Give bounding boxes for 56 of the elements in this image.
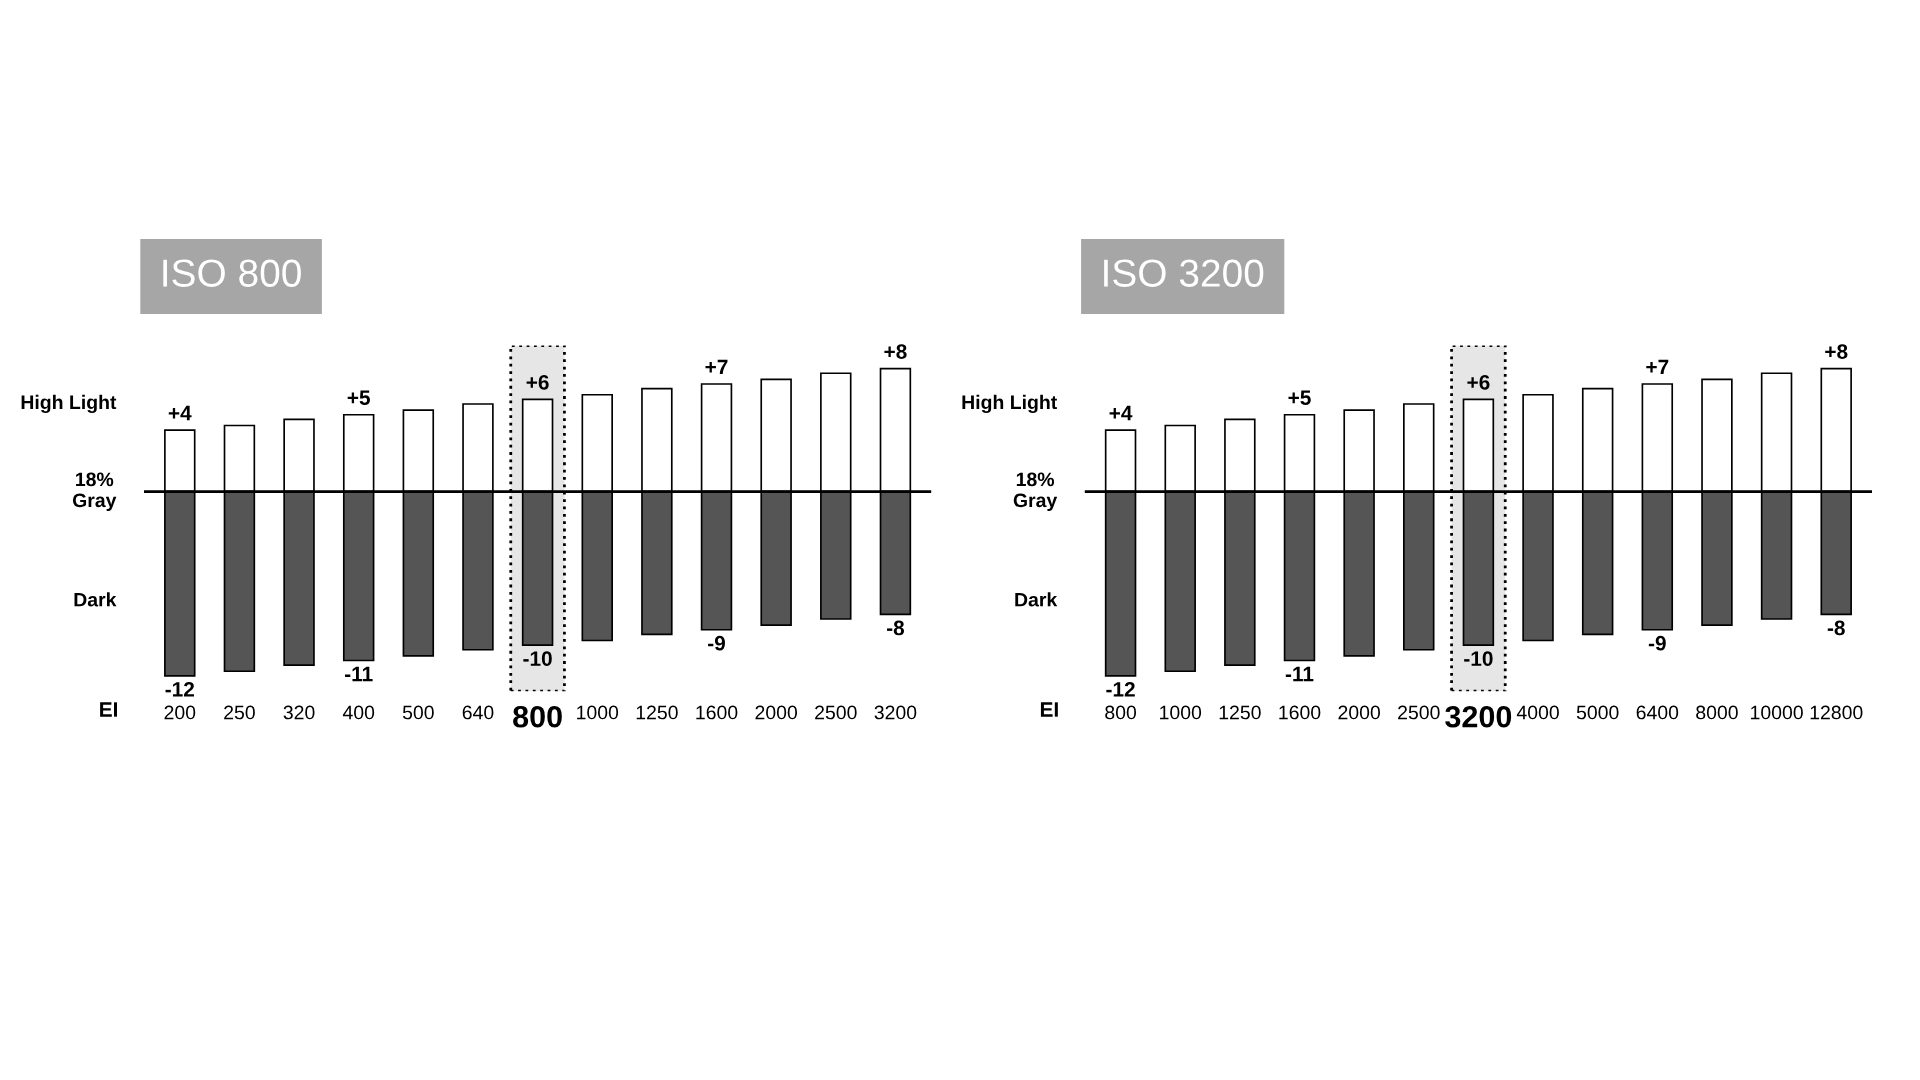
data-label: +5	[1288, 390, 1311, 406]
data-label: +8	[1825, 344, 1848, 359]
data-label: -9	[1648, 635, 1666, 651]
data-label: +4	[168, 405, 192, 421]
x-tick-label: 2500	[1398, 705, 1440, 720]
data-label: -8	[1827, 620, 1845, 636]
data-label: +5	[347, 390, 370, 406]
data-label: -11	[345, 666, 373, 682]
data-label: +6	[526, 374, 549, 390]
data-label: -9	[708, 635, 725, 651]
x-tick-label: 8000	[1696, 705, 1738, 720]
x-tick-label: 800	[513, 705, 562, 728]
data-label: -12	[1106, 681, 1135, 697]
x-tick-label: 1250	[636, 705, 678, 720]
text: 18% Gray	[1013, 472, 1058, 512]
x-tick-label: 1600	[696, 705, 738, 720]
text: High Light	[962, 394, 1058, 414]
data-label: +4	[1109, 405, 1133, 421]
data-label: +6	[1467, 374, 1490, 390]
data-label: -8	[886, 620, 905, 636]
x-axis-title: EI	[1040, 702, 1058, 717]
x-tick-label: 3200	[1445, 705, 1512, 728]
data-label: +7	[1646, 359, 1669, 375]
x-tick-label: 500	[402, 705, 434, 720]
x-tick-label: 320	[283, 705, 315, 720]
x-tick-label: 2000	[755, 705, 798, 720]
x-tick-label: 5000	[1576, 705, 1619, 720]
data-label: +7	[705, 359, 728, 375]
x-tick-label: 4000	[1516, 705, 1559, 720]
x-tick-label: 6400	[1636, 705, 1679, 720]
data-label: -11	[1285, 666, 1314, 682]
chart-title: ISO 3200	[1104, 259, 1264, 287]
x-axis-title: EI	[100, 702, 118, 717]
text: 18% Gray	[72, 472, 117, 512]
x-tick-label: 1600	[1279, 705, 1321, 720]
x-tick-label: 12800	[1810, 705, 1863, 720]
x-tick-label: 1000	[1160, 705, 1202, 720]
x-tick-label: 1250	[1219, 705, 1261, 720]
x-tick-label: 250	[224, 705, 255, 720]
data-label: +8	[884, 344, 907, 359]
x-tick-label: 2000	[1338, 705, 1380, 720]
data-label: -12	[165, 681, 194, 697]
x-tick-label: 800	[1105, 705, 1137, 720]
x-tick-label: 400	[342, 705, 375, 720]
x-tick-label: 640	[462, 705, 494, 720]
data-label: -10	[523, 651, 552, 666]
chart-title: ISO 800	[163, 259, 301, 287]
x-tick-label: 200	[164, 705, 196, 720]
x-tick-label: 2500	[815, 705, 857, 720]
text: Dark	[74, 592, 117, 607]
text: High Light	[21, 394, 117, 414]
data-label: -10	[1464, 651, 1493, 666]
text: Dark	[1015, 592, 1058, 607]
x-tick-label: 1000	[577, 705, 619, 720]
x-tick-label: 3200	[874, 705, 917, 720]
x-tick-label: 10000	[1751, 705, 1803, 720]
